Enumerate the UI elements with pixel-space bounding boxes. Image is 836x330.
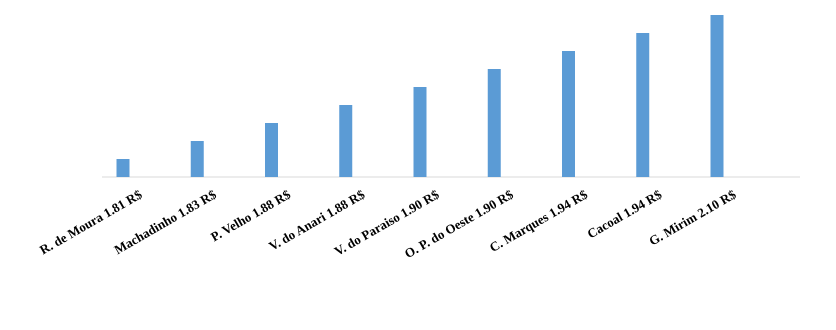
bar-5 (413, 87, 427, 177)
bar-1 (116, 159, 130, 177)
bar-3 (265, 123, 278, 177)
bar-9 (710, 15, 724, 177)
bar-2 (190, 141, 204, 177)
tick-labels-group: R. de Moura 1.81 R$Machadinho 1.83 R$P. … (37, 186, 739, 261)
bar-4 (339, 105, 353, 177)
bar-6 (487, 69, 501, 177)
bar-8 (636, 33, 650, 177)
bars-group (116, 15, 724, 177)
bar-7 (562, 51, 575, 177)
